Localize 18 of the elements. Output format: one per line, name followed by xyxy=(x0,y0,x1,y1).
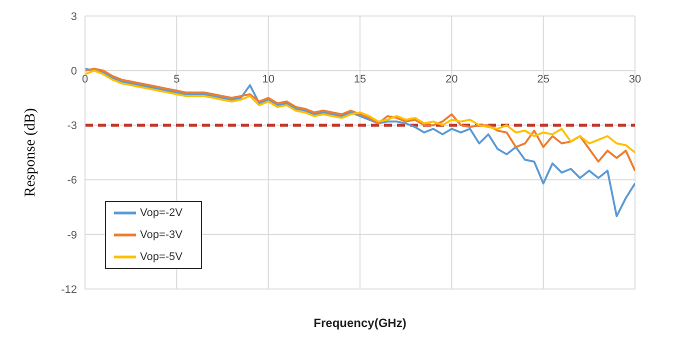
legend-label: Vop=-3V xyxy=(140,228,183,241)
x-tick-label: 15 xyxy=(354,74,366,86)
x-tick-label: 25 xyxy=(537,74,550,86)
x-tick-label: 0 xyxy=(82,74,88,86)
y-tick-label: -9 xyxy=(67,229,77,242)
x-axis-title: Frequency(GHz) xyxy=(314,316,406,330)
x-tick-label: 30 xyxy=(628,74,642,86)
y-axis-title: Response (dB) xyxy=(22,108,38,197)
y-tick-label: 3 xyxy=(70,10,77,23)
legend-label: Vop=-5V xyxy=(140,250,183,263)
y-tick-label: 0 xyxy=(70,66,77,78)
x-tick-label: 5 xyxy=(174,74,180,86)
y-tick-label: -6 xyxy=(67,174,77,187)
x-tick-label: 20 xyxy=(446,74,458,86)
y-tick-label: -3 xyxy=(67,120,77,132)
x-tick-label: 10 xyxy=(262,74,274,86)
legend-label: Vop=-2V xyxy=(140,206,183,219)
y-tick-label: -12 xyxy=(61,284,77,296)
